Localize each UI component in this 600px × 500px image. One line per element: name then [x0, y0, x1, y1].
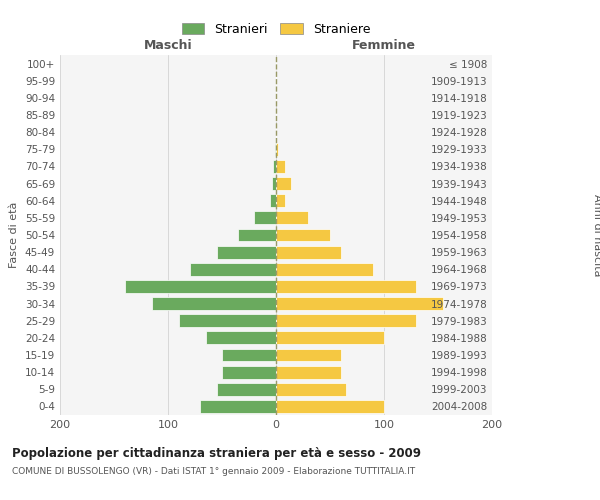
Bar	[254, 212, 276, 224]
Bar	[222, 366, 276, 378]
Text: Anni di nascita: Anni di nascita	[592, 194, 600, 276]
Bar	[276, 348, 341, 362]
Text: Femmine: Femmine	[352, 38, 416, 52]
Bar	[222, 348, 276, 362]
Bar	[276, 263, 373, 276]
Bar	[200, 400, 276, 413]
Bar	[217, 246, 276, 258]
Text: Popolazione per cittadinanza straniera per età e sesso - 2009: Popolazione per cittadinanza straniera p…	[12, 448, 421, 460]
Bar	[276, 314, 416, 327]
Bar	[272, 177, 276, 190]
Bar	[276, 297, 443, 310]
Bar	[276, 400, 384, 413]
Bar	[206, 332, 276, 344]
Bar	[276, 228, 330, 241]
Bar	[276, 246, 341, 258]
Bar	[217, 383, 276, 396]
Bar	[273, 160, 276, 173]
Bar	[125, 280, 276, 293]
Text: Maschi: Maschi	[143, 38, 193, 52]
Bar	[276, 366, 341, 378]
Bar	[238, 228, 276, 241]
Bar	[276, 143, 278, 156]
Legend: Stranieri, Straniere: Stranieri, Straniere	[177, 18, 375, 41]
Bar	[179, 314, 276, 327]
Bar	[152, 297, 276, 310]
Bar	[276, 160, 284, 173]
Text: COMUNE DI BUSSOLENGO (VR) - Dati ISTAT 1° gennaio 2009 - Elaborazione TUTTITALIA: COMUNE DI BUSSOLENGO (VR) - Dati ISTAT 1…	[12, 468, 415, 476]
Bar	[190, 263, 276, 276]
Bar	[269, 194, 276, 207]
Bar	[276, 332, 384, 344]
Bar	[276, 212, 308, 224]
Bar	[276, 194, 284, 207]
Y-axis label: Fasce di età: Fasce di età	[10, 202, 19, 268]
Bar	[276, 383, 346, 396]
Bar	[275, 143, 276, 156]
Bar	[276, 177, 291, 190]
Bar	[276, 280, 416, 293]
